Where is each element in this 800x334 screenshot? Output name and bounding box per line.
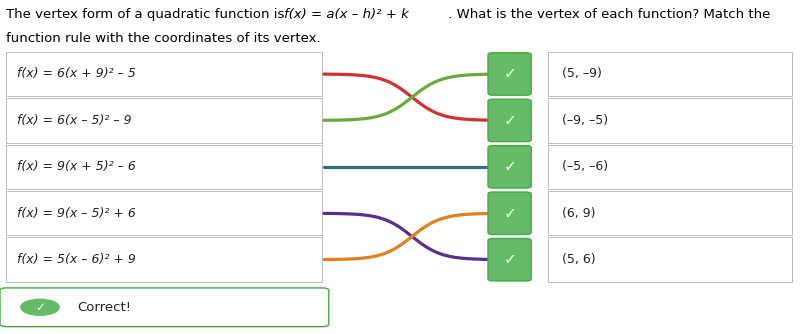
FancyBboxPatch shape (488, 53, 531, 95)
Text: . What is the vertex of each function? Match the: . What is the vertex of each function? M… (444, 8, 770, 21)
Text: (5, 6): (5, 6) (562, 253, 596, 266)
FancyBboxPatch shape (548, 145, 792, 189)
Text: ✓: ✓ (503, 252, 516, 267)
Text: ✓: ✓ (503, 159, 516, 174)
FancyBboxPatch shape (548, 52, 792, 96)
Text: ✓: ✓ (35, 301, 45, 314)
FancyBboxPatch shape (6, 52, 322, 96)
FancyBboxPatch shape (6, 191, 322, 235)
Text: f(x) = 5(x – 6)² + 9: f(x) = 5(x – 6)² + 9 (17, 253, 136, 266)
Text: (5, –9): (5, –9) (562, 67, 602, 80)
FancyBboxPatch shape (548, 98, 792, 143)
Text: f(x) = a(x – h)² + k: f(x) = a(x – h)² + k (284, 8, 409, 21)
Text: f(x) = 6(x + 9)² – 5: f(x) = 6(x + 9)² – 5 (17, 67, 136, 80)
Text: ✓: ✓ (503, 113, 516, 128)
Circle shape (21, 299, 59, 315)
Text: ✓: ✓ (503, 206, 516, 221)
FancyBboxPatch shape (6, 237, 322, 282)
FancyBboxPatch shape (488, 146, 531, 188)
Text: (–5, –6): (–5, –6) (562, 160, 609, 173)
FancyBboxPatch shape (548, 237, 792, 282)
Text: Correct!: Correct! (77, 301, 131, 314)
FancyBboxPatch shape (488, 192, 531, 234)
FancyBboxPatch shape (488, 238, 531, 281)
Text: f(x) = 9(x + 5)² – 6: f(x) = 9(x + 5)² – 6 (17, 160, 136, 173)
FancyBboxPatch shape (6, 98, 322, 143)
Text: The vertex form of a quadratic function is: The vertex form of a quadratic function … (6, 8, 289, 21)
FancyBboxPatch shape (548, 191, 792, 235)
FancyBboxPatch shape (488, 99, 531, 142)
FancyBboxPatch shape (6, 145, 322, 189)
Text: ✓: ✓ (503, 66, 516, 81)
FancyBboxPatch shape (0, 288, 329, 327)
Text: f(x) = 6(x – 5)² – 9: f(x) = 6(x – 5)² – 9 (17, 114, 131, 127)
Text: f(x) = 9(x – 5)² + 6: f(x) = 9(x – 5)² + 6 (17, 207, 136, 220)
Text: function rule with the coordinates of its vertex.: function rule with the coordinates of it… (6, 32, 321, 45)
Text: (–9, –5): (–9, –5) (562, 114, 609, 127)
Text: (6, 9): (6, 9) (562, 207, 596, 220)
